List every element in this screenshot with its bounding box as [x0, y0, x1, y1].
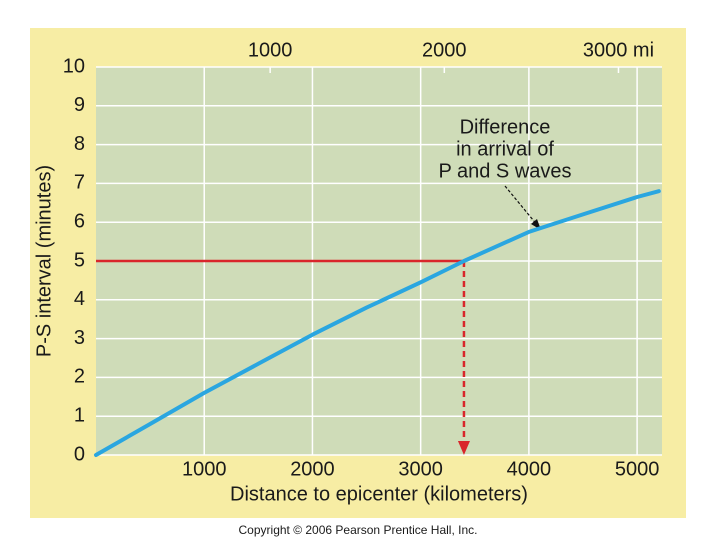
data-line — [94, 189, 661, 457]
y-tick-label: 10 — [63, 55, 85, 77]
y-tick-label: 2 — [74, 366, 85, 388]
y-tick-label: 0 — [74, 443, 85, 465]
copyright: Copyright © 2006 Pearson Prentice Hall, … — [239, 523, 478, 537]
x2-tick-label: 2000 — [422, 39, 467, 61]
y-tick-label: 1 — [74, 404, 85, 426]
x2-tick-label: 3000 mi — [583, 39, 654, 61]
y-tick-label: 3 — [74, 327, 85, 349]
x2-tick-label: 1000 — [248, 39, 293, 61]
y-tick-label: 8 — [74, 133, 85, 155]
y-tick-label: 9 — [74, 94, 85, 116]
x-tick-label: 1000 — [182, 458, 227, 480]
y-axis-label: P-S interval (minutes) — [33, 165, 55, 357]
annotation-line: in arrival of — [456, 138, 554, 160]
x-tick-label: 4000 — [507, 458, 552, 480]
y-tick-label: 5 — [74, 249, 85, 271]
annotation-arrow — [504, 185, 539, 227]
y-tick-label: 7 — [74, 172, 85, 194]
x-tick-label: 2000 — [290, 458, 335, 480]
annotation-line: P and S waves — [438, 160, 571, 182]
reference-arrowhead — [457, 441, 470, 455]
x-tick-label: 5000 — [615, 458, 660, 480]
y-tick-label: 4 — [74, 288, 85, 310]
y-tick-label: 6 — [74, 210, 85, 232]
x-tick-label: 3000 — [398, 458, 443, 480]
annotation-line: Difference — [460, 116, 551, 138]
x-axis-label: Distance to epicenter (kilometers) — [230, 483, 528, 505]
